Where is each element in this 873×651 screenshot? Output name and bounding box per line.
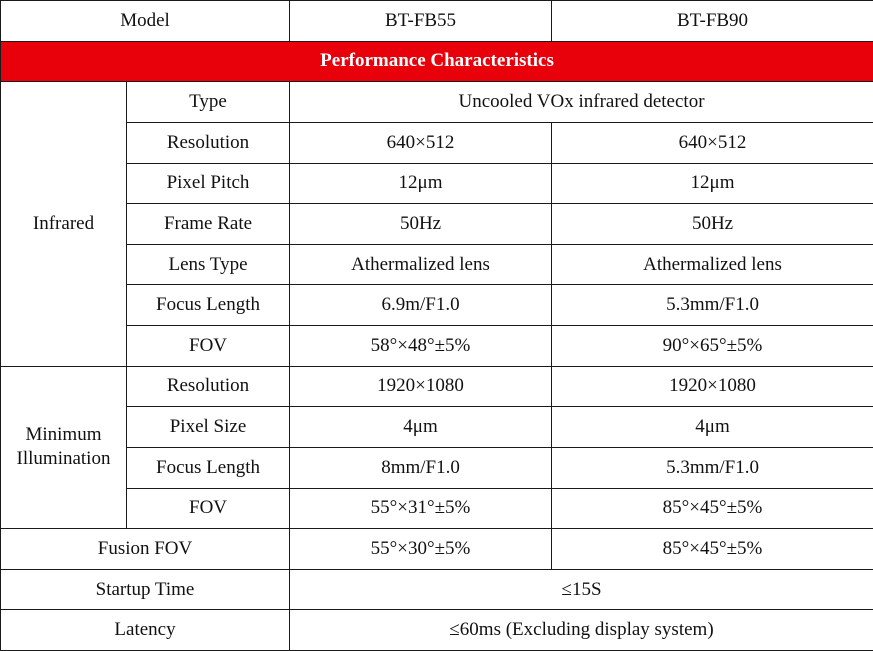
- table-row: Pixel Pitch 12μm 12μm: [1, 162, 873, 205]
- value-a: 55°×31°±5%: [289, 487, 553, 530]
- table-row: Focus Length 6.9m/F1.0 5.3mm/F1.0: [1, 284, 873, 326]
- row-label: Resolution: [125, 121, 291, 164]
- value-b: Athermalized lens: [551, 243, 873, 286]
- row-label: FOV: [125, 325, 291, 367]
- table-row: Pixel Size 4μm 4μm: [1, 406, 873, 448]
- table-row: FOV 55°×31°±5% 85°×45°±5%: [1, 487, 873, 530]
- table-row: Focus Length 8mm/F1.0 5.3mm/F1.0: [1, 446, 873, 489]
- row-label: Fusion FOV: [0, 528, 291, 570]
- value-a: 6.9m/F1.0: [289, 284, 553, 326]
- value-b: 640×512: [551, 121, 873, 164]
- value-b: 85°×45°±5%: [551, 528, 873, 570]
- value-a: 4μm: [289, 406, 553, 448]
- table-row: Resolution 640×512 640×512: [1, 121, 873, 164]
- section-header-row: Performance Characteristics: [0, 40, 873, 83]
- table-row: Fusion FOV 55°×30°±5% 85°×45°±5%: [0, 528, 873, 570]
- table-row: Latency ≤60ms (Excluding display system): [0, 609, 873, 651]
- value-a: 58°×48°±5%: [289, 325, 553, 367]
- value-b: 5.3mm/F1.0: [551, 284, 873, 326]
- row-value: Uncooled VOx infrared detector: [289, 81, 873, 123]
- row-label: Pixel Size: [125, 406, 291, 448]
- table-row: Lens Type Athermalized lens Athermalized…: [1, 243, 873, 286]
- row-label: Focus Length: [125, 284, 291, 326]
- table-row: Infrared Type Uncooled VOx infrared dete…: [0, 81, 873, 367]
- row-label: Lens Type: [125, 243, 291, 286]
- value-a: 1920×1080: [289, 365, 553, 408]
- row-value: ≤15S: [289, 568, 873, 611]
- group-label-infrared: Infrared: [0, 81, 127, 367]
- table-row: Frame Rate 50Hz 50Hz: [1, 203, 873, 245]
- value-a: 50Hz: [289, 203, 553, 245]
- model-label: Model: [0, 0, 291, 42]
- value-a: 55°×30°±5%: [289, 528, 553, 570]
- section-title: Performance Characteristics: [0, 40, 873, 83]
- row-label: Pixel Pitch: [125, 162, 291, 205]
- value-b: 1920×1080: [551, 365, 873, 408]
- value-a: 640×512: [289, 121, 553, 164]
- row-label: FOV: [125, 487, 291, 530]
- row-label: Type: [125, 81, 291, 123]
- table-row: Startup Time ≤15S: [0, 568, 873, 611]
- value-b: 4μm: [551, 406, 873, 448]
- value-a: 12μm: [289, 162, 553, 205]
- value-b: 5.3mm/F1.0: [551, 446, 873, 489]
- value-a: Athermalized lens: [289, 243, 553, 286]
- value-b: 12μm: [551, 162, 873, 205]
- group-label-min-illumination: Minimum Illumination: [0, 365, 127, 530]
- table-row: FOV 58°×48°±5% 90°×65°±5%: [1, 325, 873, 367]
- table-row: Minimum Illumination Resolution 1920×108…: [0, 365, 873, 530]
- value-b: 90°×65°±5%: [551, 325, 873, 367]
- value-b: 50Hz: [551, 203, 873, 245]
- row-label: Focus Length: [125, 446, 291, 489]
- model-b: BT-FB90: [551, 0, 873, 42]
- value-b: 85°×45°±5%: [551, 487, 873, 530]
- model-row: Model BT-FB55 BT-FB90: [0, 0, 873, 42]
- row-label: Startup Time: [0, 568, 291, 611]
- row-label: Latency: [0, 609, 291, 651]
- value-a: 8mm/F1.0: [289, 446, 553, 489]
- row-label: Frame Rate: [125, 203, 291, 245]
- row-label: Resolution: [125, 365, 291, 408]
- model-a: BT-FB55: [289, 0, 553, 42]
- row-value: ≤60ms (Excluding display system): [289, 609, 873, 651]
